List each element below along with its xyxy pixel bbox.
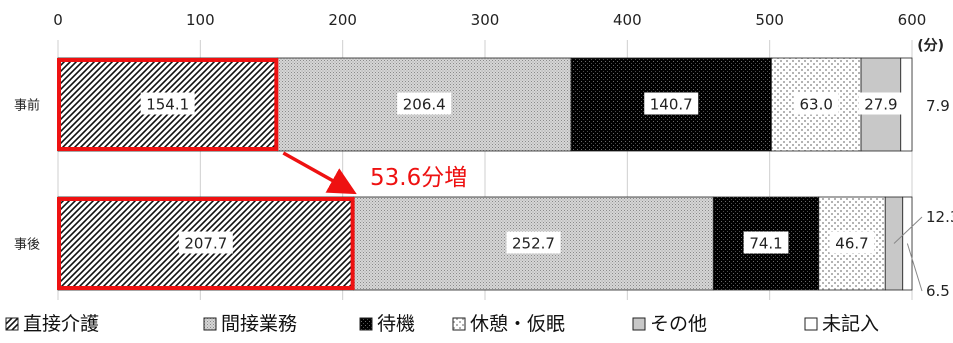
data-label-bg	[140, 92, 195, 115]
data-label: 74.1	[749, 235, 782, 253]
x-tick-label: 100	[186, 11, 215, 29]
legend: 直接介護 間接業務 待機 休憩・仮眠 その他 未記入	[5, 313, 879, 335]
data-label: 207.7	[184, 235, 227, 253]
highlight-box	[57, 58, 279, 151]
data-label-bg	[178, 231, 233, 254]
legend-swatch	[203, 317, 217, 331]
legend-swatch	[359, 317, 373, 331]
data-label-bg	[644, 92, 699, 115]
data-label: 46.7	[835, 235, 868, 253]
legend-swatch	[632, 317, 646, 331]
legend-label: 未記入	[822, 313, 879, 335]
data-label: 6.5	[926, 282, 950, 300]
data-label: 27.9	[864, 96, 897, 114]
legend-swatch	[804, 317, 818, 331]
axis-unit-label: (分)	[917, 38, 944, 54]
legend-swatch	[452, 317, 466, 331]
category-label: 事前	[14, 98, 40, 114]
annotation: 53.6分増	[57, 58, 467, 290]
data-labels: 154.1 206.4 140.7 63.0 27.9 7.9 207.7 252.7 74.1…	[140, 92, 953, 300]
data-label: 206.4	[403, 96, 446, 114]
data-label-bg	[858, 92, 904, 115]
category-label: 事後	[14, 238, 40, 253]
data-label: 154.1	[146, 96, 189, 114]
data-label-bg	[793, 92, 839, 115]
legend-label: 間接業務	[221, 313, 297, 335]
x-tick-label: 300	[471, 11, 500, 29]
x-axis-ticks: 0 100 200 300 400 500 600	[53, 11, 926, 29]
legend-label: 待機	[377, 313, 415, 335]
data-label-bg	[743, 231, 789, 254]
data-label: 63.0	[800, 96, 833, 114]
data-label: 12.3	[926, 208, 953, 226]
legend-swatch	[5, 317, 19, 331]
data-label-bg	[397, 92, 452, 115]
x-tick-label: 400	[613, 11, 642, 29]
legend-label: 直接介護	[23, 313, 99, 335]
x-tick-label: 600	[898, 11, 927, 29]
label-leader-line	[906, 243, 923, 292]
increase-arrow	[282, 151, 357, 195]
annotation-text: 53.6分増	[370, 165, 467, 191]
data-label-bg	[829, 231, 875, 254]
label-leader-line	[893, 216, 923, 244]
x-tick-label: 500	[755, 11, 784, 29]
x-tick-label: 0	[53, 11, 63, 29]
data-label: 252.7	[512, 235, 555, 253]
data-label: 140.7	[650, 96, 693, 114]
highlight-box	[57, 197, 355, 290]
legend-label: その他	[650, 313, 707, 335]
legend-label: 休憩・仮眠	[470, 313, 565, 335]
x-tick-label: 200	[328, 11, 357, 29]
data-label-bg	[506, 231, 561, 254]
data-label: 7.9	[926, 97, 950, 115]
